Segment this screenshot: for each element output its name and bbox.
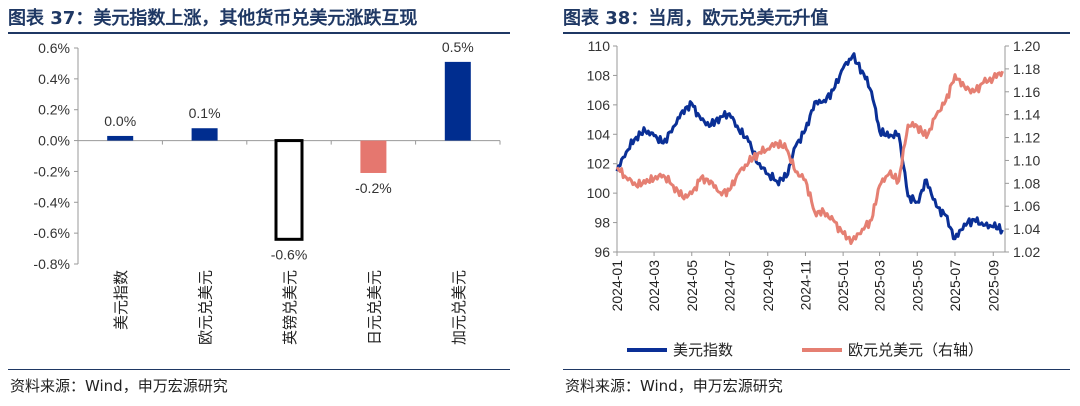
x-tick-label: 2024-11 (797, 260, 813, 311)
y-tick-label: 0.6% (38, 40, 70, 56)
bar (191, 128, 218, 141)
left-source-note: 资料来源：Wind，申万宏源研究 (10, 377, 228, 395)
left-source-rule (8, 369, 510, 370)
x-category-label: 欧元兑美元 (198, 270, 215, 345)
legend-label: 欧元兑美元（右轴） (848, 342, 983, 359)
y-tick-label: 0.0% (38, 133, 70, 149)
left-tick-label: 108 (587, 67, 611, 83)
x-tick-label: 2025-09 (985, 260, 1001, 312)
right-tick-label: 1.12 (1013, 130, 1040, 146)
right-source-rule (563, 369, 1070, 370)
series-line-usd-index (615, 52, 1004, 241)
x-category-label: 英镑兑美元 (281, 270, 299, 345)
left-tick-label: 102 (587, 156, 611, 172)
x-tick-label: 2024-09 (760, 260, 776, 312)
right-tick-label: 1.18 (1013, 61, 1040, 77)
right-title-rule (563, 32, 1070, 34)
x-tick-label: 2025-01 (835, 260, 851, 312)
data-label: 0.1% (189, 105, 221, 121)
right-tick-label: 1.02 (1013, 244, 1040, 260)
left-tick-label: 96 (594, 244, 610, 260)
x-category-label: 加元兑美元 (451, 270, 468, 345)
left-tick-label: 98 (594, 215, 610, 231)
left-chart-panel: 图表 37：美元指数上涨，其他货币兑美元涨跌互现 0.6% 0.4% 0.2% 0.0… (0, 0, 520, 406)
right-chart-panel: 图表 38：当周，欧元兑美元升值 110 108 106 104 102 100 98 96 1… (555, 0, 1080, 406)
y-tick-label: -0.8% (33, 256, 70, 272)
x-tick-label: 2024-07 (721, 260, 737, 312)
x-category-label: 日元兑美元 (366, 270, 383, 345)
y-tick-label: -0.2% (33, 163, 70, 179)
x-tick-label: 2025-05 (909, 260, 925, 312)
bar-chart: 0.6% 0.4% 0.2% 0.0% -0.2% -0.4% -0.6% -0.8% 0.0%… (33, 39, 501, 345)
bar (274, 139, 304, 241)
bar (444, 61, 471, 141)
y-tick-label: 0.2% (38, 102, 70, 118)
data-label: -0.2% (355, 180, 392, 196)
x-tick-label: 2024-03 (646, 260, 662, 312)
right-tick-label: 1.16 (1013, 84, 1040, 100)
bar (107, 135, 134, 141)
x-category-label: 美元指数 (113, 270, 130, 330)
line-chart: 110 108 106 104 102 100 98 96 1.20 1.18 1.16 1.14 1.… (587, 38, 1041, 359)
left-tick-label: 104 (587, 126, 611, 142)
x-tick-label: 2025-03 (872, 260, 888, 312)
series-line-eurusd (615, 70, 1004, 245)
y-tick-label: -0.4% (33, 194, 70, 210)
right-tick-label: 1.08 (1013, 175, 1040, 191)
left-tick-label: 106 (587, 97, 611, 113)
x-tick-label: 2024-05 (684, 260, 700, 312)
legend-label: 美元指数 (673, 342, 733, 359)
y-tick-label: -0.6% (33, 225, 70, 241)
left-tick-label: 100 (587, 185, 611, 201)
left-chart-title: 图表 37：美元指数上涨，其他货币兑美元涨跌互现 (8, 8, 418, 29)
right-chart-title: 图表 38：当周，欧元兑美元升值 (563, 8, 829, 29)
data-label: -0.6% (271, 246, 308, 262)
left-tick-label: 110 (588, 38, 611, 54)
x-tick-label: 2025-07 (947, 260, 963, 312)
right-tick-label: 1.20 (1013, 38, 1040, 54)
data-label: 0.5% (442, 39, 474, 55)
bar (360, 140, 387, 173)
data-label: 0.0% (104, 113, 136, 129)
right-tick-label: 1.10 (1013, 152, 1040, 168)
right-tick-label: 1.06 (1013, 198, 1040, 214)
left-title-rule (8, 32, 510, 34)
x-tick-label: 2024-01 (609, 260, 625, 312)
right-tick-label: 1.04 (1013, 221, 1040, 237)
right-source-note: 资料来源：Wind，申万宏源研究 (565, 377, 783, 395)
y-tick-label: 0.4% (38, 71, 70, 87)
right-tick-label: 1.14 (1013, 107, 1040, 123)
